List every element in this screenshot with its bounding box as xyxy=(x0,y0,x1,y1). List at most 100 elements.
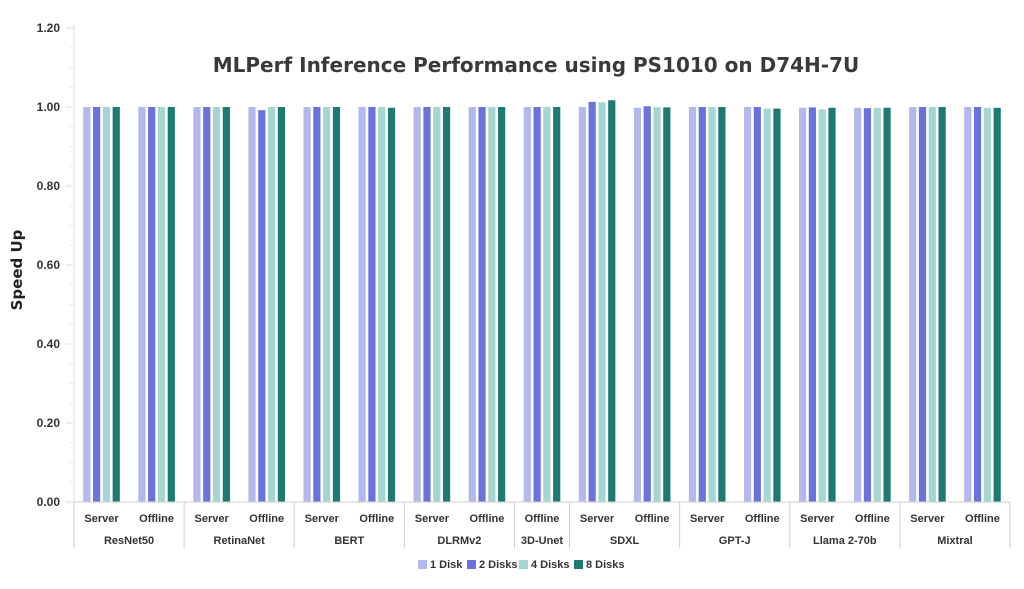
legend-label: 2 Disks xyxy=(479,559,518,571)
x-group-label: SDXL xyxy=(610,535,640,547)
bar-resnet50-offline-8-disks xyxy=(167,107,175,502)
x-category-label: Offline xyxy=(635,513,670,525)
bar-resnet50-offline-4-disks xyxy=(157,107,166,502)
bar-bert-offline-8-disks xyxy=(387,107,396,502)
x-category-label: Server xyxy=(800,513,835,525)
y-tick-label: 0.40 xyxy=(37,337,61,351)
bar-mixtral-offline-4-disks xyxy=(983,107,991,502)
bar-dlrmv2-server-8-disks xyxy=(442,107,451,502)
bar-gpt-j-offline-2-disks xyxy=(753,107,761,502)
x-group-label: 3D-Unet xyxy=(521,535,564,547)
bars xyxy=(83,100,1001,503)
legend-label: 1 Disk xyxy=(430,559,463,571)
x-group-label: Llama 2-70b xyxy=(813,535,877,547)
y-tick-label: 0.20 xyxy=(37,416,61,430)
bar-3d-unet-offline-2-disks xyxy=(533,107,541,502)
bar-dlrmv2-offline-2-disks xyxy=(478,107,486,502)
bar-resnet50-server-2-disks xyxy=(93,107,101,502)
bar-sdxl-offline-2-disks xyxy=(643,106,651,503)
y-tick-label: 1.00 xyxy=(37,100,61,114)
bar-sdxl-server-8-disks xyxy=(608,100,616,502)
legend: 1 Disk 2 Disks 4 Disks 8 Disks xyxy=(418,559,625,571)
bar-mixtral-server-4-disks xyxy=(928,107,936,502)
bar-bert-offline-2-disks xyxy=(368,107,376,502)
y-tick-label: 1.20 xyxy=(37,21,61,35)
x-category-label: Offline xyxy=(359,513,394,525)
x-category-label: Offline xyxy=(249,513,284,525)
bar-sdxl-server-1-disk xyxy=(578,107,586,502)
bar-sdxl-offline-1-disk xyxy=(633,107,642,502)
bar-mixtral-server-2-disks xyxy=(918,107,927,502)
x-category-label: Offline xyxy=(470,513,505,525)
bar-sdxl-server-2-disks xyxy=(588,101,596,503)
bar-retinanet-server-8-disks xyxy=(222,107,230,502)
bar-resnet50-offline-2-disks xyxy=(148,107,156,502)
bar-retinanet-server-2-disks xyxy=(203,107,211,502)
x-group-label: RetinaNet xyxy=(214,535,266,547)
y-axis-ticks: 0.00 0.20 0.40 0.60 0.80 1.00 1.20 xyxy=(37,21,74,509)
bar-3d-unet-offline-8-disks xyxy=(553,107,561,502)
bar-mixtral-server-8-disks xyxy=(938,107,946,502)
bar-bert-server-2-disks xyxy=(313,107,321,502)
bar-resnet50-server-1-disk xyxy=(83,107,91,502)
x-category-label: Offline xyxy=(525,513,560,525)
y-tick-label: 0.80 xyxy=(37,179,61,193)
y-tick-label: 0.60 xyxy=(37,258,61,272)
x-category-label: Server xyxy=(690,513,725,525)
bar-mixtral-offline-2-disks xyxy=(973,107,982,502)
bar-gpt-j-offline-8-disks xyxy=(773,108,781,502)
bar-sdxl-offline-8-disks xyxy=(663,107,671,502)
bar-llama-2-70b-offline-1-disk xyxy=(854,107,862,502)
legend-swatch xyxy=(418,560,427,569)
bar-bert-offline-1-disk xyxy=(358,107,366,502)
x-category-label: Server xyxy=(195,513,230,525)
bar-dlrmv2-server-4-disks xyxy=(433,107,441,502)
bar-gpt-j-server-2-disks xyxy=(698,107,706,502)
bar-bert-offline-4-disks xyxy=(378,107,386,502)
x-category-label: Server xyxy=(84,513,119,525)
bar-gpt-j-server-8-disks xyxy=(718,107,726,502)
bar-3d-unet-offline-4-disks xyxy=(543,107,551,502)
bar-gpt-j-offline-1-disk xyxy=(743,107,752,502)
x-category-label: Server xyxy=(415,513,450,525)
bar-mixtral-server-1-disk xyxy=(909,107,917,502)
bar-llama-2-70b-server-1-disk xyxy=(798,107,807,502)
bar-llama-2-70b-server-8-disks xyxy=(828,107,836,502)
bar-retinanet-offline-4-disks xyxy=(268,107,276,502)
bar-llama-2-70b-offline-4-disks xyxy=(873,107,881,502)
x-category-label: Offline xyxy=(139,513,174,525)
legend-label: 8 Disks xyxy=(586,559,625,571)
bar-dlrmv2-server-1-disk xyxy=(413,107,421,502)
x-category-label: Offline xyxy=(855,513,890,525)
legend-swatch xyxy=(467,560,476,569)
bar-llama-2-70b-offline-8-disks xyxy=(883,107,891,502)
bar-llama-2-70b-server-4-disks xyxy=(818,109,826,503)
bar-retinanet-offline-1-disk xyxy=(248,107,256,502)
x-category-label: Server xyxy=(305,513,340,525)
bar-resnet50-server-4-disks xyxy=(102,107,111,502)
x-group-label: BERT xyxy=(334,535,364,547)
bar-mixtral-offline-1-disk xyxy=(964,107,972,502)
bar-llama-2-70b-server-2-disks xyxy=(808,107,816,502)
x-group-label: ResNet50 xyxy=(104,535,154,547)
bar-dlrmv2-offline-1-disk xyxy=(468,107,476,502)
x-group-label: GPT-J xyxy=(719,535,751,547)
y-axis-label: Speed Up xyxy=(8,229,26,310)
bar-3d-unet-offline-1-disk xyxy=(523,107,531,502)
bar-sdxl-server-4-disks xyxy=(598,102,606,502)
legend-swatch xyxy=(574,560,583,569)
bar-dlrmv2-offline-8-disks xyxy=(498,107,506,502)
bar-retinanet-server-1-disk xyxy=(193,107,201,502)
legend-swatch xyxy=(519,560,528,569)
bar-resnet50-offline-1-disk xyxy=(138,107,146,502)
bar-sdxl-offline-4-disks xyxy=(653,107,661,502)
x-category-label: Server xyxy=(580,513,615,525)
bar-retinanet-server-4-disks xyxy=(212,107,221,502)
bar-dlrmv2-offline-4-disks xyxy=(488,107,496,502)
bar-resnet50-server-8-disks xyxy=(112,107,120,502)
bar-llama-2-70b-offline-2-disks xyxy=(863,108,872,502)
x-group-label: Mixtral xyxy=(937,535,972,547)
legend-label: 4 Disks xyxy=(531,559,570,571)
bar-bert-server-8-disks xyxy=(332,107,341,502)
